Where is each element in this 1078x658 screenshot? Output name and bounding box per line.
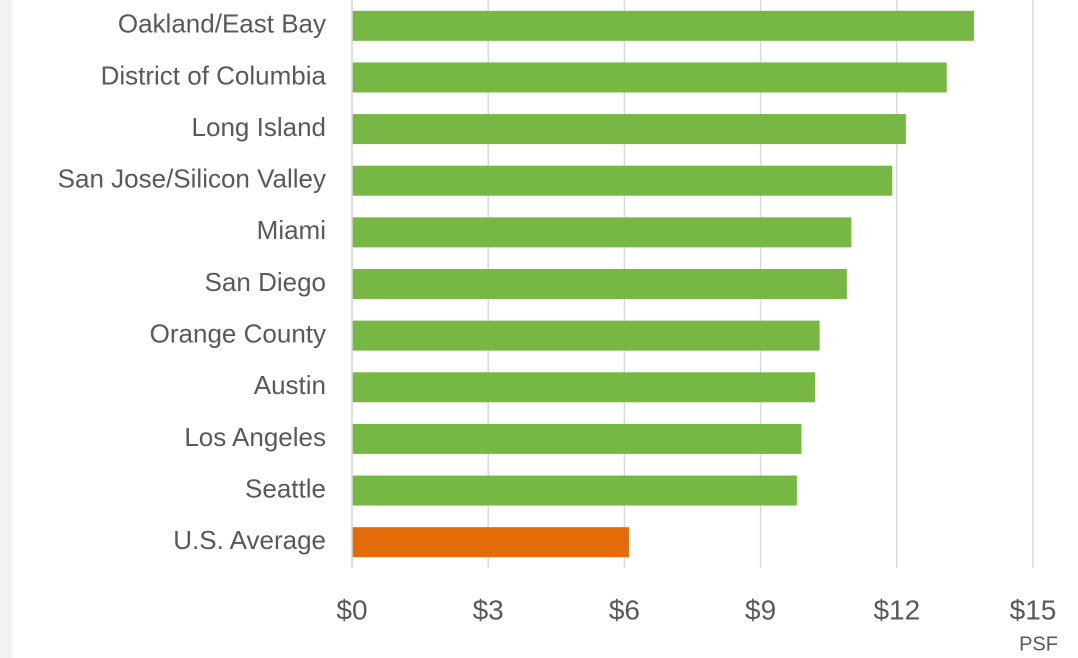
x-tick-label: $12 (873, 594, 920, 625)
bar (352, 372, 816, 403)
x-tick-label: $9 (745, 594, 776, 625)
x-tick-label: $0 (336, 594, 367, 625)
category-label: Austin (254, 370, 326, 400)
category-label: Oakland/East Bay (118, 9, 326, 39)
category-label: Long Island (192, 112, 326, 142)
bar (352, 62, 947, 93)
category-label: Orange County (150, 319, 326, 349)
category-label: Seattle (245, 473, 326, 503)
category-label: San Jose/Silicon Valley (58, 164, 326, 194)
bar (352, 114, 906, 145)
bar (352, 475, 797, 506)
x-tick-label: $15 (1010, 594, 1057, 625)
bar (352, 320, 820, 351)
category-label: District of Columbia (101, 60, 327, 90)
bar (352, 269, 847, 299)
category-label: San Diego (205, 267, 326, 297)
x-axis-unit: PSF (1019, 633, 1058, 655)
category-label: U.S. Average (173, 525, 326, 555)
category-label: Los Angeles (184, 422, 326, 452)
left-edge (0, 0, 12, 658)
bar (352, 10, 974, 41)
bar (352, 527, 629, 558)
bar (352, 165, 893, 196)
bar (352, 423, 802, 454)
category-label: Miami (257, 215, 326, 245)
x-tick-label: $3 (473, 594, 504, 625)
x-tick-label: $6 (609, 594, 640, 625)
bar (352, 217, 852, 248)
